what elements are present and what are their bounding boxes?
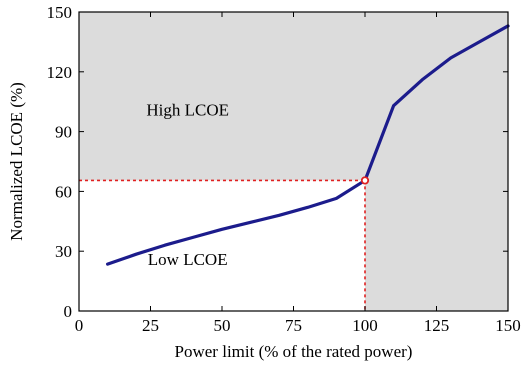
y-tick-label: 120 — [47, 63, 73, 82]
x-tick-label: 25 — [142, 316, 159, 335]
x-tick-label: 100 — [352, 316, 378, 335]
y-tick-label: 90 — [55, 123, 72, 142]
threshold-guides — [79, 179, 366, 311]
x-tick-label: 150 — [495, 316, 521, 335]
x-tick-label: 50 — [214, 316, 231, 335]
threshold-marker — [360, 176, 370, 185]
region-label: Low LCOE — [148, 250, 228, 269]
high-lcoe-region — [79, 12, 508, 311]
region-label: High LCOE — [146, 101, 229, 120]
x-axis-label: Power limit (% of the rated power) — [175, 342, 413, 361]
axis-ticks: 0 25 50 75 100 125 150 0 30 60 90 120 150 — [47, 3, 521, 335]
y-axis-label: Normalized LCOE (%) — [7, 82, 26, 241]
shaded-area — [79, 12, 508, 311]
x-tick-label: 0 — [75, 316, 84, 335]
y-tick-label: 150 — [47, 3, 73, 22]
y-tick-label: 30 — [55, 242, 72, 261]
y-tick-label: 60 — [55, 182, 72, 201]
series-group — [105, 24, 510, 266]
region-annotations: High LCOE Low LCOE — [146, 101, 229, 269]
x-tick-label: 125 — [424, 316, 450, 335]
x-tick-label: 75 — [285, 316, 302, 335]
y-tick-label: 0 — [64, 302, 73, 321]
lcoe-curve — [105, 24, 510, 266]
